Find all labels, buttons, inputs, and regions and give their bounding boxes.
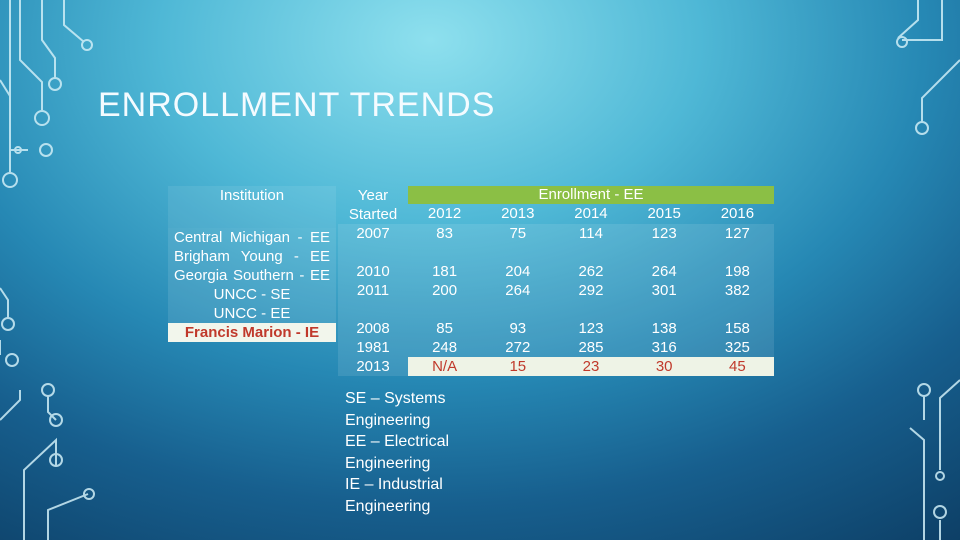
table-row: 2010 181 204 262 264 198: [338, 262, 774, 281]
started-cell: 2007: [356, 225, 390, 242]
value-cell-highlight: 45: [700, 357, 774, 376]
legend-line: EE – Electrical: [345, 433, 450, 450]
year-started-header: Year Started: [348, 187, 398, 223]
value-cell: 114: [579, 225, 603, 242]
institution-cell: UNCC - EE: [213, 305, 291, 322]
value-cell-highlight: N/A: [408, 357, 482, 376]
value-cell: 138: [651, 320, 677, 337]
value-cell: 292: [578, 282, 604, 299]
value-cell: 127: [724, 225, 750, 242]
value-cell: 198: [724, 263, 750, 280]
value-cell: 248: [432, 339, 458, 356]
institution-cell-highlight: Francis Marion - IE: [168, 323, 336, 342]
legend-line: SE – Systems: [345, 390, 446, 407]
year-header: 2014: [574, 205, 608, 223]
value-cell-highlight: 23: [554, 357, 628, 376]
started-cell: 1981: [356, 339, 390, 356]
value-cell: 262: [578, 263, 604, 280]
institution-cell: UNCC - SE: [213, 286, 291, 303]
year-header: 2012: [427, 205, 462, 223]
table-row: 2011 200 264 292 301 382: [338, 281, 774, 319]
value-cell: 83: [436, 225, 453, 242]
value-cell: 285: [578, 339, 604, 356]
value-cell: 316: [651, 339, 677, 356]
legend-line: IE – Industrial: [345, 476, 443, 493]
year-header: 2015: [647, 205, 681, 223]
value-cell: 325: [724, 339, 750, 356]
value-cell-highlight: 30: [627, 357, 701, 376]
year-header: 2016: [720, 205, 755, 223]
value-cell: 123: [651, 225, 677, 242]
table-row: 2008 85 93 123 138 158: [338, 319, 774, 338]
started-cell: 2008: [356, 320, 390, 337]
abbreviation-legend: SE – Systems Engineering EE – Electrical…: [345, 388, 449, 517]
value-cell: 181: [432, 263, 458, 280]
value-cell: 123: [578, 320, 604, 337]
value-cell: 158: [724, 320, 750, 337]
year-header: 2013: [501, 205, 535, 223]
value-cell: 200: [432, 282, 458, 299]
institution-cell: Georgia Southern - EE: [174, 267, 330, 284]
value-cell: 264: [505, 282, 531, 299]
value-cell-highlight: 15: [481, 357, 555, 376]
institution-header: Institution: [168, 186, 336, 228]
value-cell: 75: [509, 225, 527, 242]
started-cell: 2013: [356, 358, 390, 375]
enrollment-table: Year Started Enrollment - EE 2012 2013 2…: [338, 186, 774, 376]
value-cell: 301: [651, 282, 677, 299]
value-cell: 204: [505, 263, 531, 280]
value-cell: 93: [509, 320, 527, 337]
legend-line: Engineering: [345, 454, 431, 472]
table-row: 2013 N/A 15 23 30 45: [338, 357, 774, 376]
institution-cell: Central Michigan - EE: [174, 229, 330, 246]
legend-line: Engineering: [345, 497, 431, 515]
value-cell: 85: [436, 320, 453, 337]
value-cell: 272: [505, 339, 531, 356]
table-row: 1981 248 272 285 316 325: [338, 338, 774, 357]
started-cell: 2010: [356, 263, 390, 280]
started-cell: 2011: [356, 282, 390, 299]
value-cell: 264: [651, 263, 677, 280]
table-row: 2007 83 75 114 123 127: [338, 224, 774, 262]
institution-cell: Brigham Young - EE: [174, 248, 330, 265]
institution-table: Institution Central Michigan - EE Brigha…: [168, 186, 336, 342]
slide-title: ENROLLMENT TRENDS: [98, 86, 496, 124]
value-cell: 382: [724, 282, 750, 299]
legend-line: Engineering: [345, 411, 431, 429]
enrollment-header: Enrollment - EE: [408, 186, 774, 205]
